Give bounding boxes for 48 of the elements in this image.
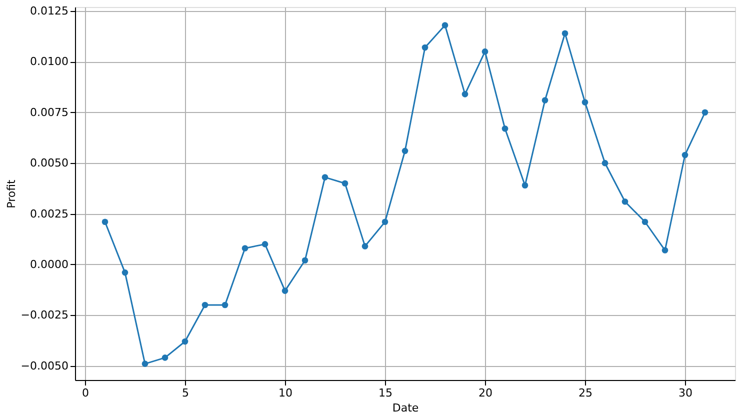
y-tick-label: 0.0050 [30, 156, 68, 170]
point [442, 22, 448, 28]
point [122, 269, 128, 276]
point [262, 241, 268, 248]
point [342, 180, 348, 187]
point [562, 30, 568, 37]
point [322, 174, 328, 180]
x-tick-label: 20 [478, 386, 492, 400]
point [662, 247, 668, 254]
point [462, 91, 468, 98]
point [482, 48, 488, 55]
y-tick-label: −0.0050 [20, 359, 68, 372]
point [642, 218, 648, 226]
point [682, 152, 688, 158]
point [502, 125, 508, 132]
point [162, 354, 168, 361]
y-tick-label: 0.0025 [30, 207, 68, 220]
x-tick-label: 0 [82, 386, 89, 400]
point [422, 44, 428, 51]
x-tick-label: 15 [378, 386, 392, 400]
point [602, 160, 608, 166]
point [242, 245, 248, 252]
x-tick-label: 30 [678, 386, 692, 400]
point [222, 302, 228, 308]
y-tick-label: 0.0000 [30, 258, 68, 271]
y-axis-title: Profit [4, 178, 18, 208]
x-tick-label: 10 [278, 386, 292, 400]
y-tick-label: 0.0075 [30, 106, 68, 119]
x-tick-label: 5 [182, 386, 189, 400]
x-tick-label: 25 [578, 386, 592, 400]
point [702, 109, 708, 116]
y-tick-label: −0.0025 [20, 308, 68, 322]
point [522, 182, 528, 189]
point [542, 97, 548, 104]
point [182, 338, 188, 345]
y-tick-label: 0.0100 [30, 55, 68, 68]
point [362, 243, 368, 250]
point [402, 148, 408, 154]
point [382, 218, 388, 226]
x-axis-title: Date [392, 402, 419, 414]
point [302, 257, 308, 264]
point [582, 99, 588, 106]
point [142, 360, 148, 367]
point [622, 198, 628, 205]
point [282, 288, 288, 294]
point [202, 302, 208, 308]
point [102, 218, 108, 226]
y-tick-label: 0.0125 [30, 4, 68, 18]
